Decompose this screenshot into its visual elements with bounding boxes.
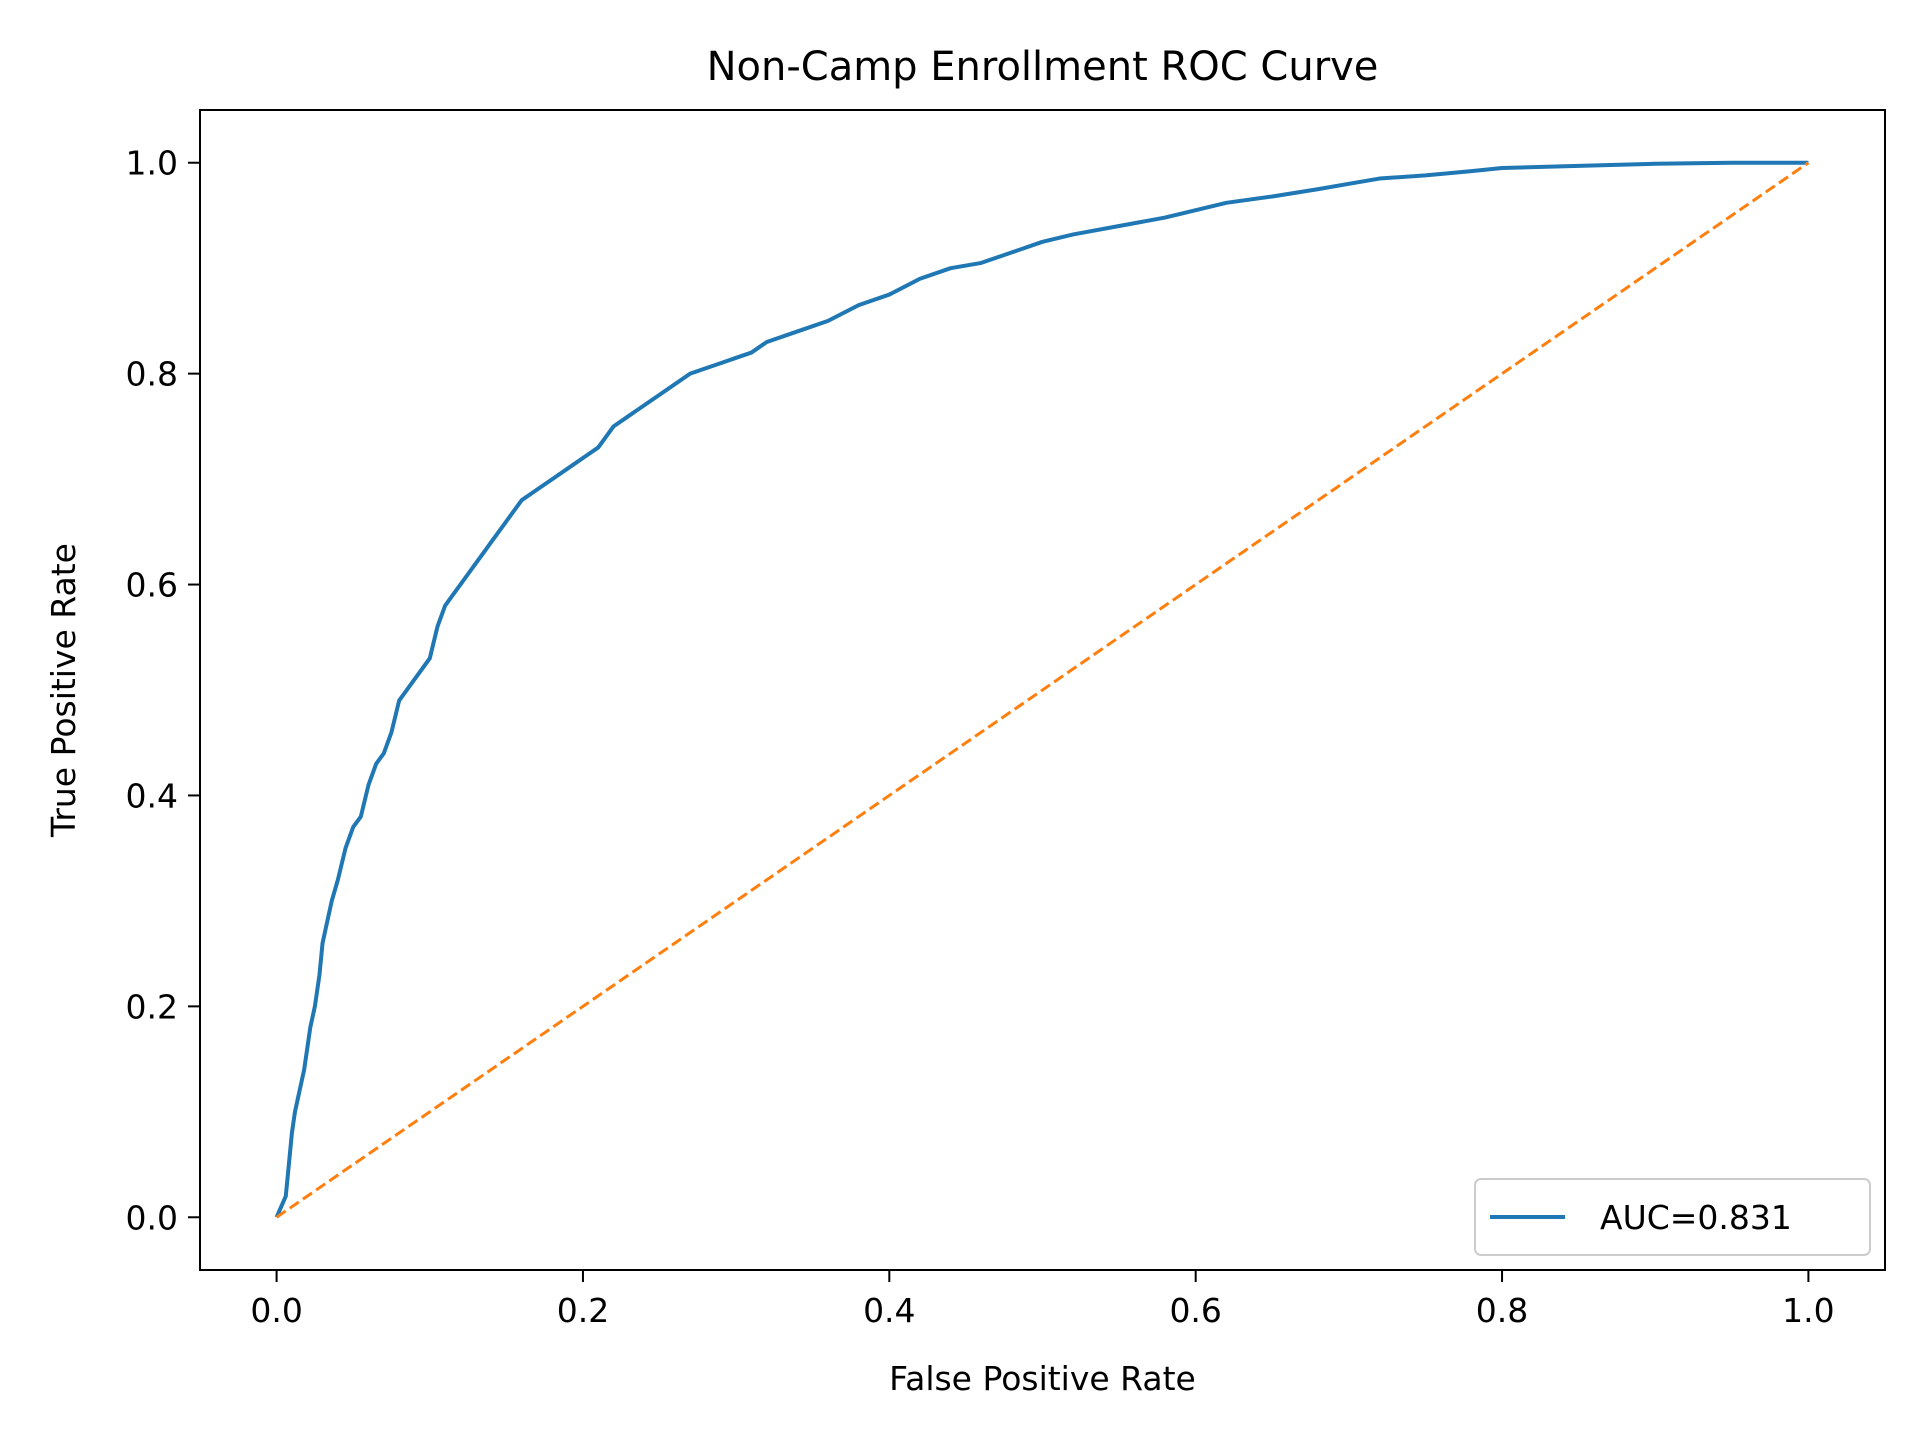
x-tick-label: 0.2 — [557, 1291, 609, 1330]
y-axis: 0.0 0.2 0.4 0.6 0.8 1.0 — [126, 144, 200, 1237]
y-tick-label: 1.0 — [126, 144, 178, 183]
y-axis-title: True Positive Rate — [44, 543, 83, 838]
legend-box — [1474, 1178, 1871, 1256]
x-axis-title: False Positive Rate — [889, 1359, 1196, 1398]
x-tick-label: 0.0 — [250, 1291, 302, 1330]
y-tick-label: 0.0 — [126, 1198, 178, 1237]
plot-frame — [199, 109, 1886, 1271]
y-tick-label: 0.2 — [126, 987, 178, 1026]
y-tick-label: 0.6 — [126, 566, 178, 605]
chance-diagonal-line — [275, 161, 1810, 1219]
x-tick-label: 1.0 — [1782, 1291, 1834, 1330]
legend: AUC=0.831 — [1474, 1178, 1871, 1256]
y-tick-label: 0.4 — [126, 776, 178, 815]
roc-curve-line — [274, 160, 1809, 1219]
x-tick-label: 0.6 — [1169, 1291, 1221, 1330]
chart-title: Non-Camp Enrollment ROC Curve — [707, 44, 1379, 90]
x-tick-label: 0.8 — [1476, 1291, 1528, 1330]
x-axis: 0.0 0.2 0.4 0.6 0.8 1.0 — [250, 1270, 1835, 1330]
plot-area — [274, 160, 1810, 1219]
x-tick-label: 0.4 — [863, 1291, 915, 1330]
legend-label: AUC=0.831 — [1600, 1198, 1792, 1237]
y-tick-label: 0.8 — [126, 355, 178, 394]
